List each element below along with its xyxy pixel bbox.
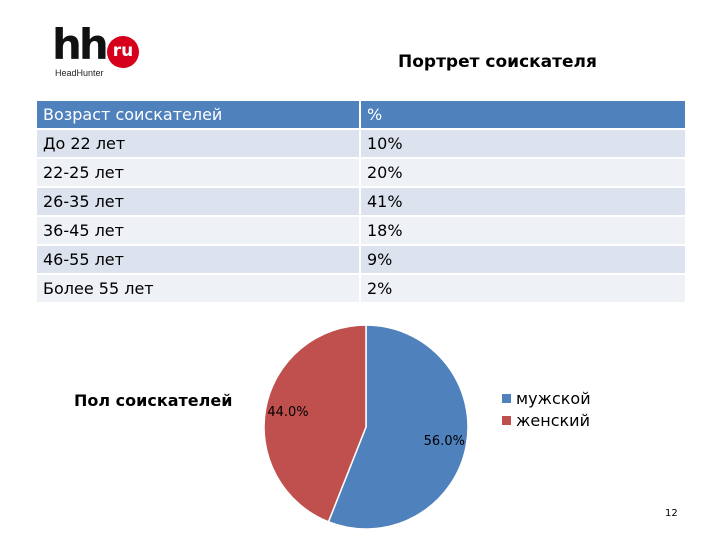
legend-item-female: женский bbox=[502, 409, 591, 431]
legend-label-female: женский bbox=[516, 410, 590, 430]
pie-slice-male bbox=[327, 324, 469, 530]
age-range-cell: Более 55 лет bbox=[37, 275, 361, 304]
age-range-cell: 36-45 лет bbox=[37, 217, 361, 246]
pie-label-male: 56.0% bbox=[423, 434, 465, 450]
percent-cell: 2% bbox=[361, 275, 685, 304]
percent-cell: 20% bbox=[361, 159, 685, 188]
age-range-cell: 22-25 лет bbox=[37, 159, 361, 188]
gender-pie-chart: 56.0% 44.0% bbox=[260, 321, 472, 533]
age-range-cell: 26-35 лет bbox=[37, 188, 361, 217]
percent-cell: 9% bbox=[361, 246, 685, 275]
page-title: Портрет соискателя bbox=[398, 52, 597, 72]
age-table-header-row: Возраст соискателей % bbox=[37, 101, 685, 130]
pie-slice-female bbox=[263, 324, 367, 523]
table-row: До 22 лет 10% bbox=[37, 130, 685, 159]
legend-label-male: мужской bbox=[516, 388, 591, 408]
legend-item-male: мужской bbox=[502, 387, 591, 409]
table-row: 46-55 лет 9% bbox=[37, 246, 685, 275]
legend-swatch-female bbox=[502, 415, 511, 425]
logo-hh-text: hh bbox=[52, 20, 109, 69]
age-range-cell: 46-55 лет bbox=[37, 246, 361, 275]
chart-legend: мужской женский bbox=[502, 387, 591, 431]
logo-subtitle: HeadHunter bbox=[55, 68, 104, 78]
table-row: 22-25 лет 20% bbox=[37, 159, 685, 188]
table-row: Более 55 лет 2% bbox=[37, 275, 685, 304]
pie-label-female: 44.0% bbox=[267, 404, 309, 420]
percent-cell: 18% bbox=[361, 217, 685, 246]
percent-cell: 41% bbox=[361, 188, 685, 217]
pie-svg bbox=[263, 324, 469, 530]
logo-ru-badge: ru bbox=[107, 36, 139, 68]
legend-swatch-male bbox=[502, 393, 511, 403]
percent-cell: 10% bbox=[361, 130, 685, 159]
gender-chart-title: Пол соискателей bbox=[74, 391, 233, 410]
table-row: 26-35 лет 41% bbox=[37, 188, 685, 217]
age-table-header-age: Возраст соискателей bbox=[37, 101, 361, 130]
headhunter-logo: hh ru HeadHunter bbox=[52, 24, 144, 80]
age-table: Возраст соискателей % До 22 лет 10% 22-2… bbox=[37, 101, 685, 304]
page-number: 12 bbox=[665, 508, 678, 519]
table-row: 36-45 лет 18% bbox=[37, 217, 685, 246]
age-table-header-percent: % bbox=[361, 101, 685, 130]
age-range-cell: До 22 лет bbox=[37, 130, 361, 159]
